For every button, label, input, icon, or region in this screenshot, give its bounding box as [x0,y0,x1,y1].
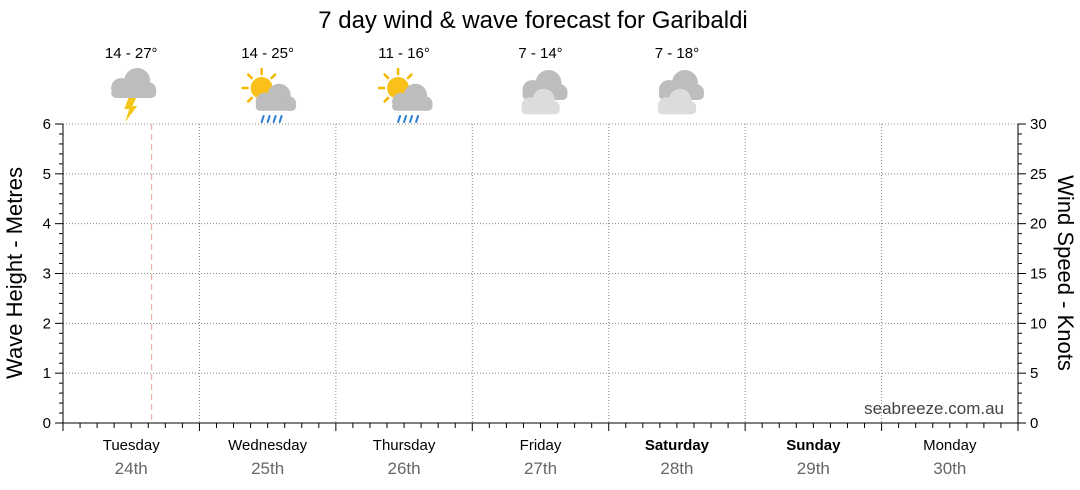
right-tick-label: 0 [1030,415,1038,432]
right-tick-label: 15 [1030,266,1047,283]
left-tick-label: 5 [43,166,51,183]
sun-cloud-rain-icon [241,67,297,123]
right-tick-label: 25 [1030,166,1047,183]
right-tick-label: 30 [1030,116,1047,133]
temperature-label: 14 - 27° [105,45,158,62]
cloudy-icon [657,70,704,115]
raindrops [260,115,283,123]
cloudy-icon [521,70,568,115]
left-tick-label: 0 [43,415,51,432]
left-tick-label: 3 [43,266,51,283]
left-tick-label: 4 [43,216,51,233]
day-label: Sunday [786,437,841,454]
right-tick-label: 20 [1030,216,1047,233]
raindrops [397,115,420,123]
right-axis-title: Wind Speed - Knots [1053,175,1078,371]
temperature-label: 11 - 16° [378,45,430,62]
right-tick-label: 10 [1030,315,1047,332]
storm-icon [111,68,157,122]
day-label: Thursday [373,437,436,454]
left-tick-label: 2 [43,315,51,332]
rain-cloud [392,83,433,111]
day-label: Saturday [645,437,710,454]
date-label: 28th [660,459,693,478]
left-tick-label: 1 [43,365,51,382]
date-label: 26th [388,459,421,478]
date-label: 30th [933,459,966,478]
lightning-bolt [124,96,138,122]
date-label: 27th [524,459,557,478]
rain-cloud [255,83,297,111]
watermark: seabreeze.com.au [864,399,1004,418]
sun-cloud-rain-icon [377,67,433,123]
date-label: 24th [115,459,148,478]
left-tick-label: 6 [43,116,51,133]
temperature-label: 7 - 14° [518,45,562,62]
chart-title: 7 day wind & wave forecast for Garibaldi [318,7,748,34]
date-label: 29th [797,459,830,478]
day-label: Friday [520,437,562,454]
storm-cloud [111,68,157,98]
temperature-label: 14 - 25° [241,45,294,62]
temperature-label: 7 - 18° [655,45,699,62]
left-axis-title: Wave Height - Metres [2,167,27,379]
front-cloud [657,88,697,115]
day-label: Monday [923,437,977,454]
right-tick-label: 5 [1030,365,1038,382]
date-label: 25th [251,459,284,478]
day-label: Tuesday [103,437,160,454]
front-cloud [521,88,560,115]
day-label: Wednesday [228,437,307,454]
